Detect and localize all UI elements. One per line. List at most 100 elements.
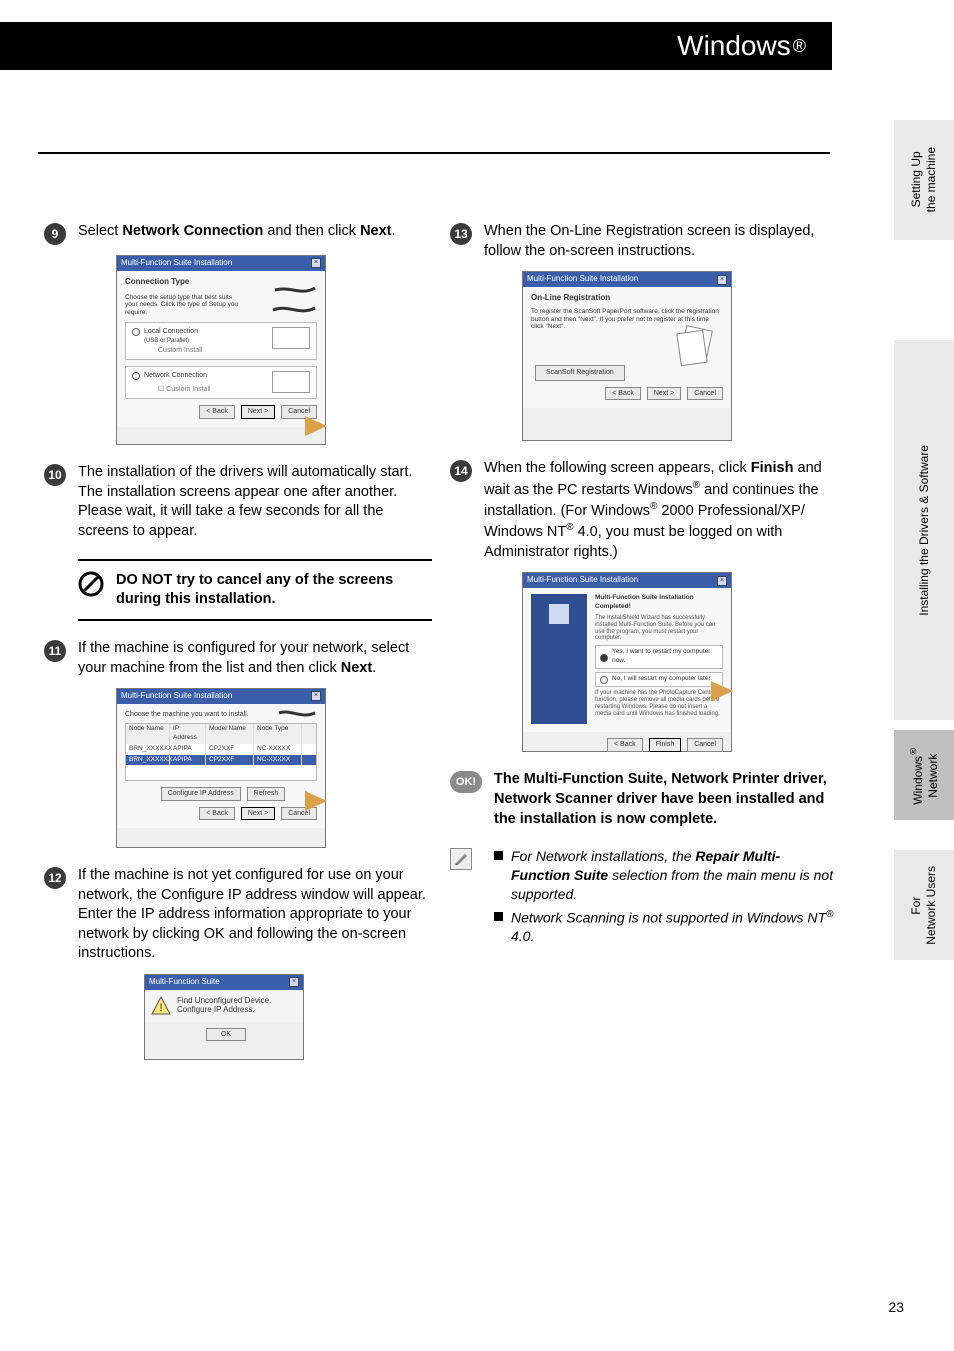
window-title: Multi-Function Suite Installation bbox=[527, 575, 638, 586]
table-row[interactable]: BRN_XXXXXXAPIPACP2XXFNC-XXXXX bbox=[126, 744, 316, 755]
close-icon[interactable]: × bbox=[311, 691, 321, 701]
tab-label: Installing the Drivers & Software bbox=[917, 435, 932, 626]
step-text: When the On-Line Registration screen is … bbox=[484, 222, 838, 261]
next-button[interactable]: Next > bbox=[241, 405, 275, 418]
step-11: 11 If the machine is configured for your… bbox=[44, 639, 432, 848]
step-text: If the machine is configured for your ne… bbox=[78, 639, 432, 678]
window-titlebar: Multi-Function Suite Installation × bbox=[523, 573, 731, 588]
ok-text: The Multi-Function Suite, Network Printe… bbox=[494, 770, 838, 829]
close-icon[interactable]: × bbox=[717, 576, 727, 586]
window-title: Multi-Function Suite Installation bbox=[527, 274, 638, 285]
install-complete-note: OK! The Multi-Function Suite, Network Pr… bbox=[450, 770, 838, 829]
step-text: The installation of the drivers will aut… bbox=[78, 463, 432, 541]
step-12: 12 If the machine is not yet configured … bbox=[44, 866, 432, 1060]
back-button[interactable]: < Back bbox=[605, 387, 641, 400]
thumb-icon bbox=[272, 371, 310, 393]
screenshot-choose-machine: Multi-Function Suite Installation × Choo… bbox=[116, 688, 326, 848]
radio-icon bbox=[132, 328, 140, 336]
back-button[interactable]: < Back bbox=[607, 738, 643, 751]
step-text: If the machine is not yet configured for… bbox=[78, 866, 432, 964]
step-number-badge: 9 bbox=[44, 223, 66, 245]
back-button[interactable]: < Back bbox=[199, 807, 235, 820]
close-icon[interactable]: × bbox=[289, 977, 299, 987]
screenshot-connection-type: Multi-Function Suite Installation × Conn… bbox=[116, 255, 326, 445]
close-icon[interactable]: × bbox=[717, 275, 727, 285]
dialog-heading: On-Line Registration bbox=[531, 293, 723, 304]
tab-installing: Installing the Drivers & Software bbox=[894, 340, 954, 720]
warning-icon: ! bbox=[151, 996, 171, 1016]
radio-icon bbox=[132, 372, 140, 380]
option-restart-now[interactable]: Yes, I want to restart my computer now. bbox=[595, 645, 723, 669]
window-title: Multi-Function Suite Installation bbox=[121, 258, 232, 269]
left-column: 9 Select Network Connection and then cli… bbox=[44, 222, 432, 1078]
wizard-sidebar bbox=[531, 594, 587, 724]
pages-illustration bbox=[673, 322, 719, 368]
step-13: 13 When the On-Line Registration screen … bbox=[450, 222, 838, 441]
svg-text:!: ! bbox=[159, 1002, 162, 1014]
tab-setting-up: Setting Up the machine bbox=[894, 120, 954, 240]
cancel-button[interactable]: Cancel bbox=[687, 387, 723, 400]
dialog-para: If your machine has the PhotoCapture Cen… bbox=[595, 690, 723, 718]
finish-button[interactable]: Finish bbox=[649, 738, 682, 751]
dialog-message: Find Unconfigured Device. Configure IP A… bbox=[177, 996, 271, 1016]
window-title: Multi-Function Suite bbox=[149, 977, 220, 988]
step-10: 10 The installation of the drivers will … bbox=[44, 463, 432, 541]
scansoft-registration-button[interactable]: ScanSoft Registration bbox=[535, 365, 625, 380]
bullet-icon bbox=[494, 912, 503, 921]
radio-icon bbox=[600, 676, 608, 684]
page-number: 23 bbox=[888, 1299, 904, 1315]
thumb-icon bbox=[272, 327, 310, 349]
step-number-badge: 13 bbox=[450, 223, 472, 245]
callout-arrow-icon bbox=[305, 416, 327, 436]
step-text: When the following screen appears, click… bbox=[484, 459, 838, 562]
close-icon[interactable]: × bbox=[311, 258, 321, 268]
table-row[interactable]: BRN_XXXXXXAPIPACP2XXFNC-XXXXX bbox=[126, 755, 316, 766]
note-list: For Network installations, the Repair Mu… bbox=[494, 847, 838, 946]
tab-label: For Network Users bbox=[909, 856, 939, 955]
step-number-badge: 11 bbox=[44, 640, 66, 662]
ok-badge: OK! bbox=[450, 771, 482, 793]
right-column: 13 When the On-Line Registration screen … bbox=[450, 222, 838, 968]
ok-button[interactable]: OK bbox=[206, 1028, 246, 1041]
screenshot-install-complete: Multi-Function Suite Installation × Mult… bbox=[522, 572, 732, 752]
window-titlebar: Multi-Function Suite Installation × bbox=[523, 272, 731, 287]
tab-label: Windows® Network bbox=[908, 736, 941, 815]
next-button[interactable]: Next > bbox=[241, 807, 275, 820]
window-title: Multi-Function Suite Installation bbox=[121, 691, 232, 702]
prohibition-icon bbox=[78, 571, 104, 597]
step-9: 9 Select Network Connection and then cli… bbox=[44, 222, 432, 445]
cable-illustration bbox=[277, 709, 317, 729]
refresh-button[interactable]: Refresh bbox=[247, 787, 286, 800]
step-number-badge: 14 bbox=[450, 460, 472, 482]
note-icon bbox=[450, 848, 472, 870]
step-14: 14 When the following screen appears, cl… bbox=[450, 459, 838, 752]
back-button[interactable]: < Back bbox=[199, 405, 235, 418]
cancel-button[interactable]: Cancel bbox=[687, 738, 723, 751]
list-item: For Network installations, the Repair Mu… bbox=[494, 847, 838, 904]
dialog-intro: Choose the setup type that best suits yo… bbox=[125, 294, 245, 316]
window-titlebar: Multi-Function Suite Installation × bbox=[117, 689, 325, 704]
step-number-badge: 10 bbox=[44, 464, 66, 486]
next-button[interactable]: Next > bbox=[647, 387, 681, 400]
tab-network-users: For Network Users bbox=[894, 850, 954, 960]
machine-table[interactable]: Node NameIP AddressModel NameNode Type B… bbox=[125, 723, 317, 781]
dialog-heading: Multi-Function Suite Installation Comple… bbox=[595, 594, 723, 612]
bullet-icon bbox=[494, 851, 503, 860]
window-titlebar: Multi-Function Suite Installation × bbox=[117, 256, 325, 271]
tab-label: Setting Up the machine bbox=[909, 137, 939, 222]
section-rule bbox=[38, 152, 830, 154]
banner-title: Windows bbox=[677, 30, 791, 62]
os-banner: Windows® bbox=[0, 22, 832, 70]
wizard-icon bbox=[549, 604, 569, 624]
tab-windows-network: Windows® Network bbox=[894, 730, 954, 820]
step-number-badge: 12 bbox=[44, 867, 66, 889]
configure-ip-button[interactable]: Configure IP Address bbox=[161, 787, 241, 800]
cable-illustration bbox=[271, 286, 317, 330]
option-network-connection[interactable]: Network Connection ☐ Custom Install bbox=[125, 366, 317, 399]
list-item: Network Scanning is not supported in Win… bbox=[494, 908, 838, 946]
dialog-para: The InstallShield Wizard has successfull… bbox=[595, 615, 723, 643]
do-not-cancel-warning: DO NOT try to cancel any of the screens … bbox=[78, 559, 432, 621]
option-restart-later[interactable]: No, I will restart my computer later. bbox=[595, 672, 723, 687]
callout-arrow-icon bbox=[711, 681, 733, 701]
page: Windows® Setting Up the machine Installi… bbox=[0, 0, 954, 1351]
